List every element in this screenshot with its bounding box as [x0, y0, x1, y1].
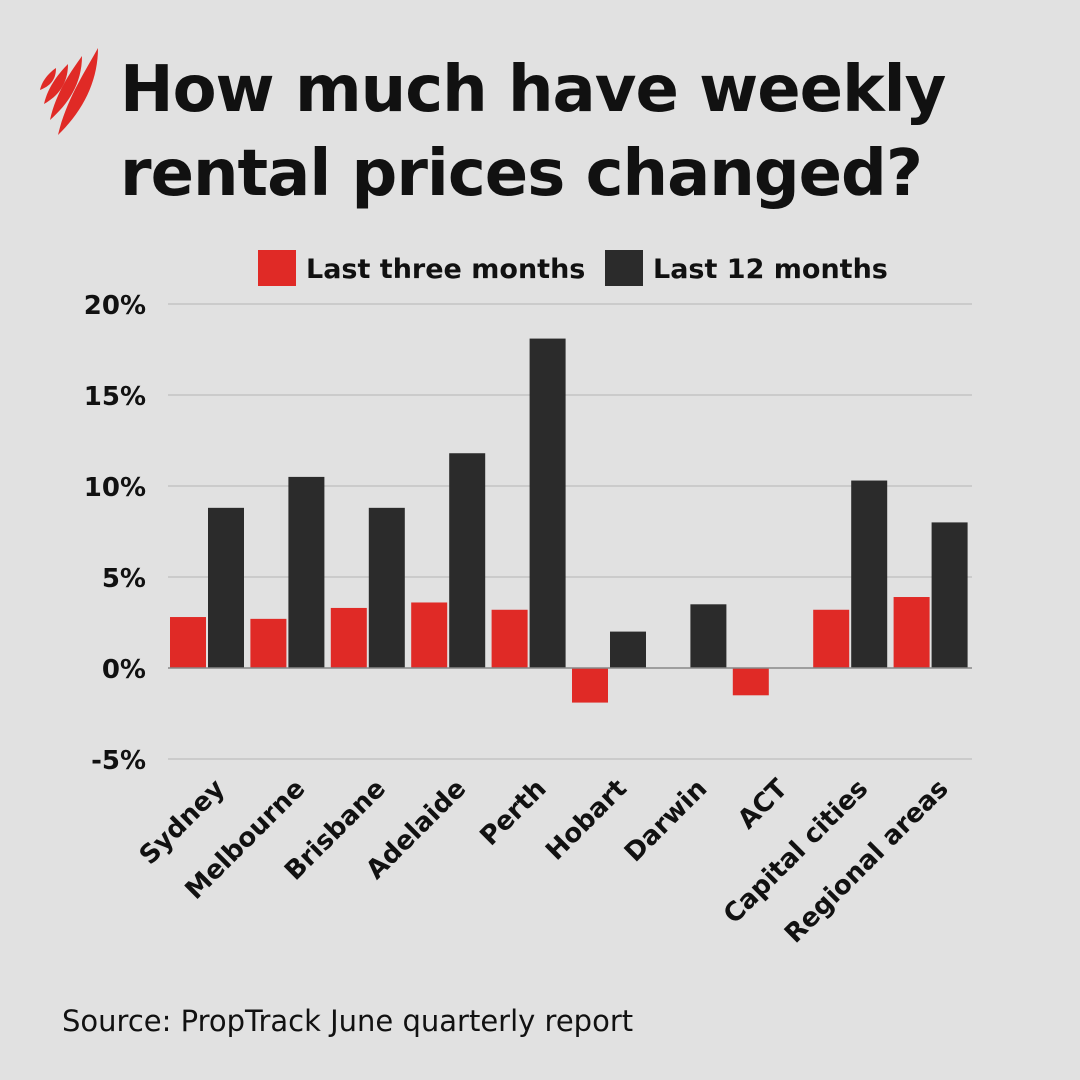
- bar-12-months: [690, 604, 727, 668]
- bar-12-months: [529, 338, 566, 668]
- bar-12-months: [610, 631, 646, 668]
- bar-three-months: [170, 617, 206, 668]
- x-tick-label: Perth: [474, 774, 552, 852]
- chart-title: How much have weekly rental prices change…: [120, 53, 946, 211]
- legend-swatch-three-months: [258, 250, 296, 286]
- legend: Last three months Last 12 months: [258, 250, 888, 286]
- y-tick-label: -5%: [91, 746, 146, 776]
- sbs-logo: [40, 48, 98, 135]
- x-tick-label: ACT: [732, 774, 794, 836]
- x-tick-label: Capital cities: [718, 774, 874, 930]
- bar-12-months: [449, 453, 486, 668]
- bar-three-months: [330, 607, 367, 668]
- y-tick-label: 5%: [102, 564, 146, 594]
- bar-three-months: [491, 609, 528, 668]
- legend-label-three-months: Last three months: [306, 254, 585, 285]
- bar-12-months: [368, 507, 405, 668]
- x-tick-label: Darwin: [619, 774, 713, 868]
- bar-12-months: [931, 522, 968, 668]
- y-tick-label: 10%: [84, 473, 146, 503]
- bar-12-months: [288, 476, 325, 668]
- x-tick-label: Hobart: [540, 774, 633, 867]
- y-tick-label: 15%: [84, 382, 146, 412]
- legend-swatch-12-months: [605, 250, 643, 286]
- legend-label-12-months: Last 12 months: [653, 254, 888, 285]
- bar-three-months: [893, 597, 930, 668]
- y-tick-label: 0%: [102, 655, 146, 685]
- source-note: Source: PropTrack June quarterly report: [62, 1004, 634, 1038]
- bar-chart: Last three months Last 12 months 20% 15% 1…: [84, 250, 972, 949]
- bar-three-months: [411, 602, 448, 668]
- bar-12-months: [851, 480, 888, 668]
- y-tick-label: 20%: [84, 291, 146, 321]
- bar-three-months: [813, 609, 850, 668]
- bar-three-months: [732, 668, 769, 696]
- bar-three-months: [572, 668, 608, 703]
- bar-three-months: [250, 618, 287, 668]
- bar-12-months: [208, 507, 244, 668]
